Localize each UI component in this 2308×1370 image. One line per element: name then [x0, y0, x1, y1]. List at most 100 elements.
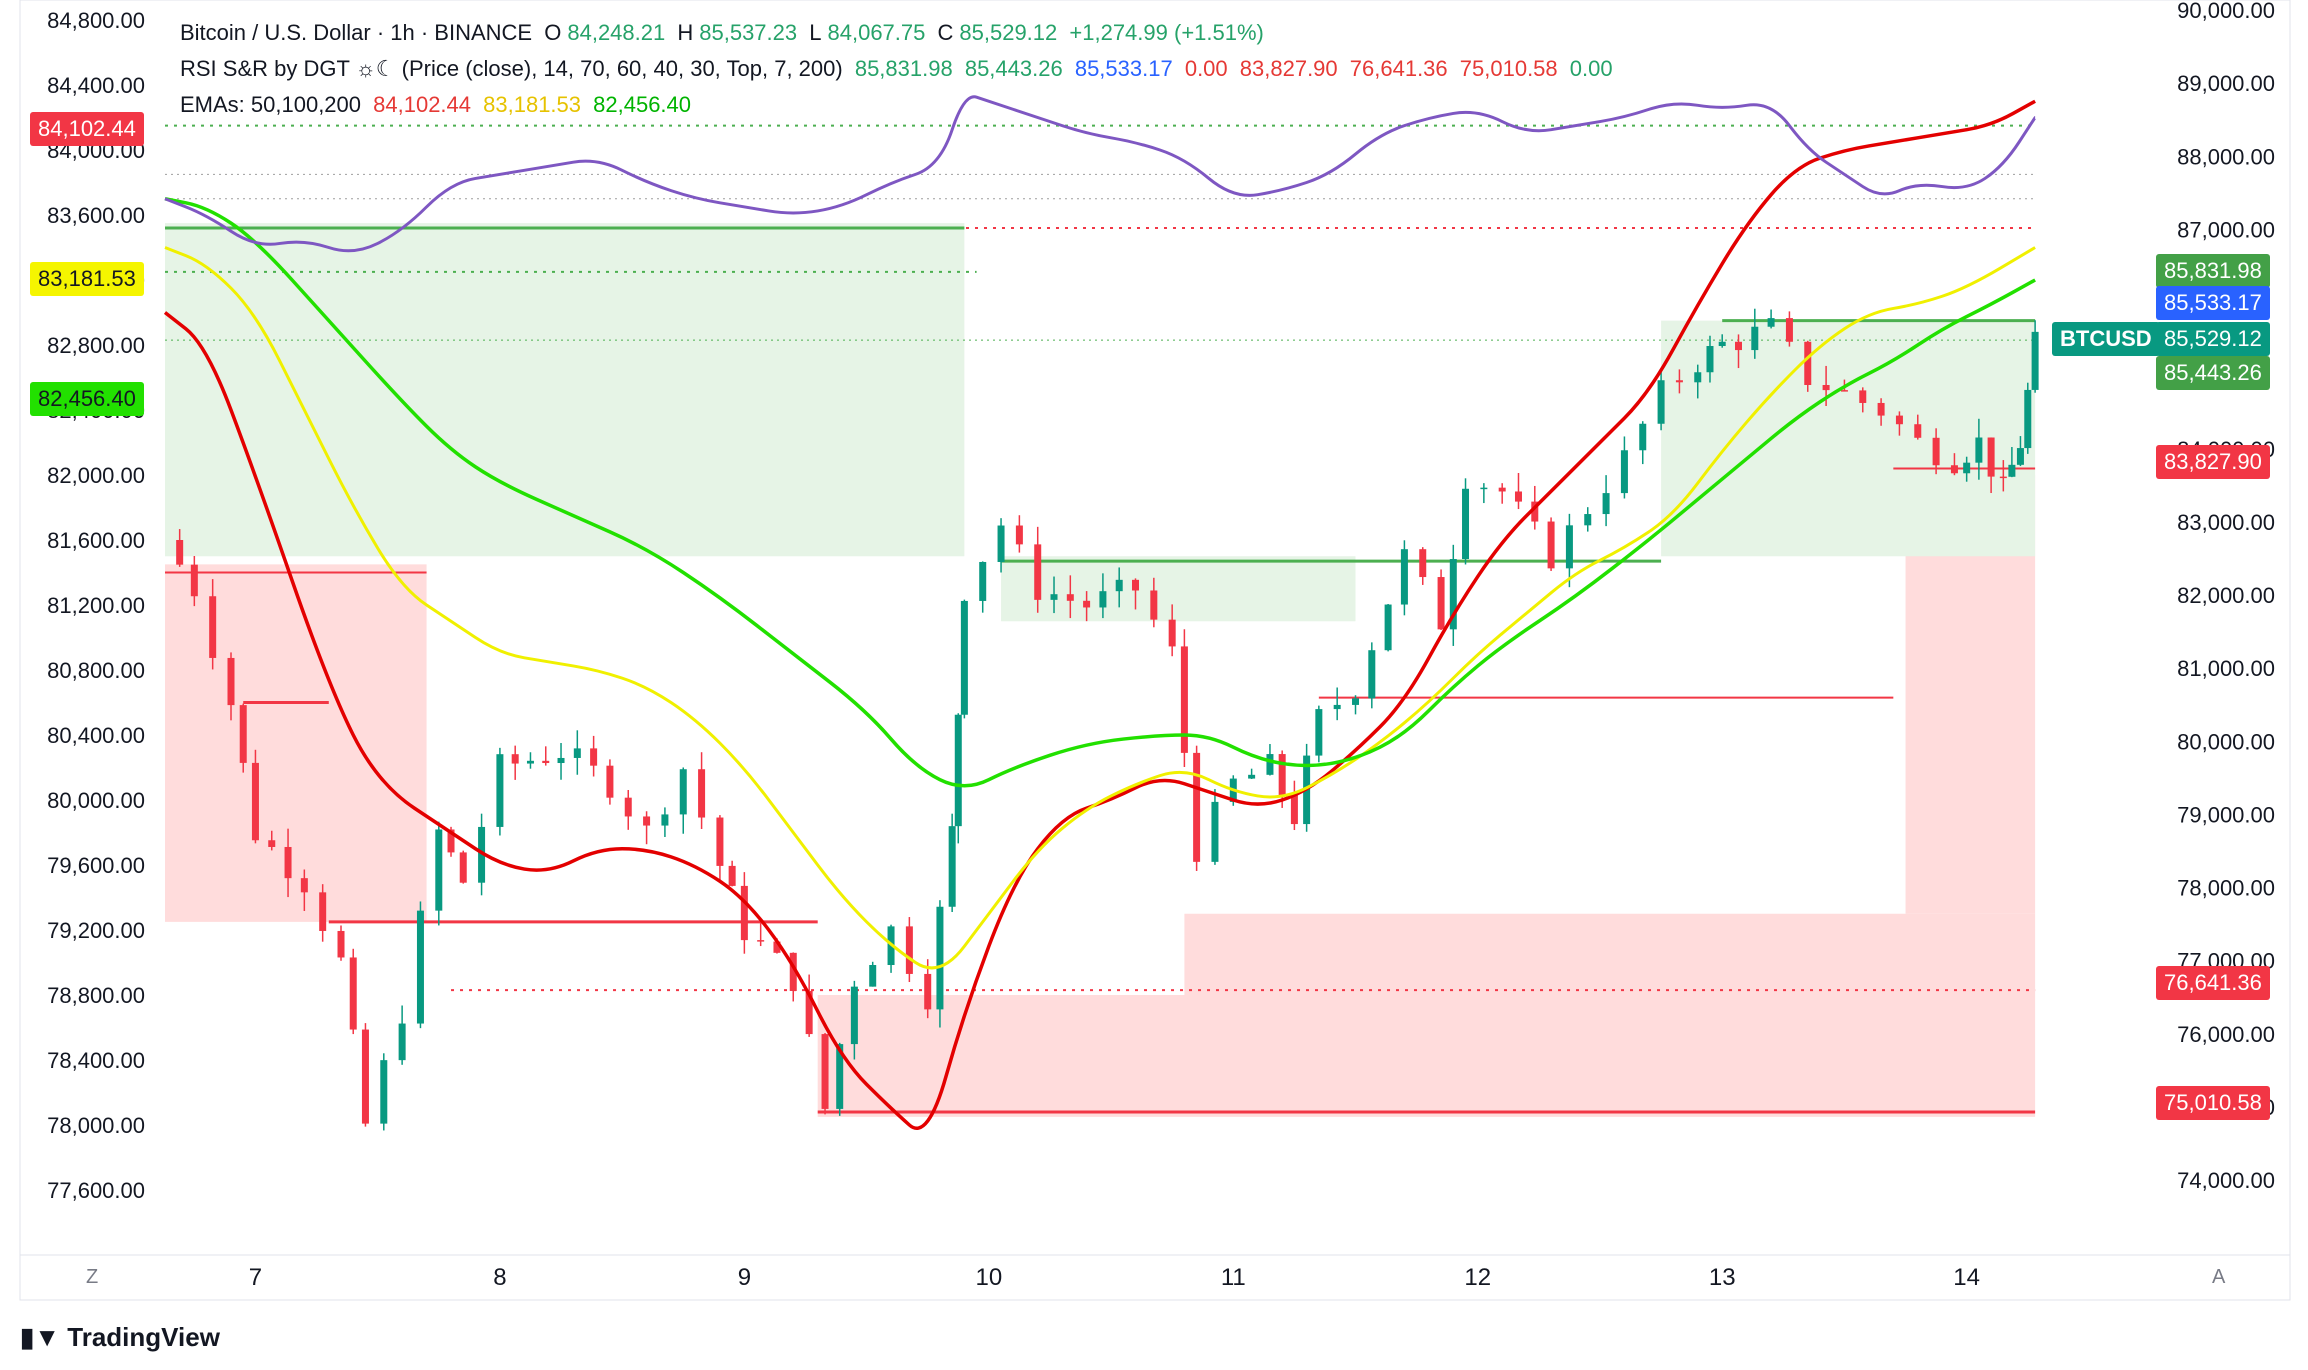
candle-body	[1368, 650, 1376, 699]
candle-body	[2008, 464, 2016, 477]
support-zone	[817, 995, 2036, 1117]
high-value: 85,537.23	[699, 20, 798, 45]
candle-body	[209, 596, 217, 658]
support-zone	[165, 564, 427, 922]
left-tick-label: 84,800.00	[47, 8, 145, 33]
candle-body	[1675, 380, 1683, 383]
right-price-label-support: 83,827.90	[2156, 445, 2270, 479]
left-tick-label: 82,800.00	[47, 333, 145, 358]
rsi-sr-title: RSI S&R by DGT ☼☾ (Price (close), 14, 70…	[180, 56, 843, 81]
candle-body	[960, 600, 968, 715]
candle-body	[496, 754, 504, 827]
close-label: C	[937, 20, 954, 45]
header-line-3: EMAs: 50,100,200 84,102.44 83,181.53 82,…	[180, 92, 697, 118]
candle-body	[526, 760, 534, 764]
candle-body	[459, 852, 467, 883]
candle-body	[300, 878, 308, 893]
tradingview-logo[interactable]: ▮▼ TradingView	[20, 1322, 220, 1352]
candle-body	[227, 657, 235, 706]
candle-body	[1547, 521, 1555, 569]
candle-body	[2031, 331, 2039, 390]
candle-body	[869, 965, 877, 987]
right-price-label-blue: 85,533.17	[2156, 286, 2270, 320]
ema200-left-label: 82,456.40	[30, 382, 144, 416]
candle-body	[1066, 594, 1074, 601]
z-button[interactable]: Z	[86, 1266, 99, 1288]
candle-body	[679, 769, 687, 815]
candle-body	[740, 885, 748, 941]
rsi-v3: 85,533.17	[1074, 56, 1173, 81]
rsi-v2: 85,443.26	[964, 56, 1063, 81]
close-value: 85,529.12	[959, 20, 1058, 45]
candle-body	[380, 1060, 388, 1124]
candle-body	[936, 906, 944, 1010]
candle-body	[850, 986, 858, 1045]
resistance-zone	[1661, 320, 2036, 557]
right-tick-label: 90,000.00	[2177, 0, 2275, 23]
candle-body	[1498, 487, 1506, 492]
candle-body	[1266, 754, 1274, 775]
candle-body	[1480, 487, 1488, 490]
candle-body	[1565, 525, 1573, 569]
candle-body	[1840, 390, 1848, 392]
candle-body	[447, 829, 455, 853]
right-price-label-support: 76,641.36	[2156, 966, 2270, 1000]
x-tick-label: 11	[1221, 1264, 1246, 1291]
candle-body	[606, 765, 614, 798]
left-tick-label: 82,000.00	[47, 463, 145, 488]
candle-body	[1735, 341, 1743, 351]
candle-body	[1822, 384, 1830, 391]
candle-body	[1751, 326, 1759, 351]
right-tick-label: 89,000.00	[2177, 71, 2275, 96]
left-tick-label: 83,600.00	[47, 203, 145, 228]
candles	[176, 308, 2039, 1131]
candle-body	[1694, 372, 1702, 383]
x-tick-label: 9	[738, 1264, 751, 1291]
candle-body	[349, 957, 357, 1030]
candle-body	[624, 797, 632, 817]
right-price-label-support: 75,010.58	[2156, 1086, 2270, 1120]
left-price-axis: 84,800.0084,400.0084,000.0083,600.0083,2…	[47, 8, 145, 1203]
candle-body	[905, 926, 913, 974]
candle-body	[239, 705, 247, 763]
candle-body	[1083, 600, 1091, 608]
open-label: O	[544, 20, 562, 45]
left-tick-label: 80,400.00	[47, 723, 145, 748]
x-tick-label: 10	[975, 1264, 1002, 1291]
candle-body	[1620, 450, 1628, 494]
resistance-zones	[165, 223, 2036, 622]
left-tick-label: 81,200.00	[47, 593, 145, 618]
x-tick-label: 12	[1464, 1264, 1491, 1291]
candle-body	[251, 762, 259, 841]
right-tick-label: 82,000.00	[2177, 583, 2275, 608]
candle-body	[284, 846, 292, 879]
candle-body	[268, 840, 276, 847]
candle-body	[1975, 437, 1983, 463]
auto-scale-button[interactable]: A	[2212, 1266, 2226, 1288]
emas-title: EMAs: 50,100,200	[180, 92, 362, 117]
candle-body	[805, 990, 813, 1035]
candle-body	[1657, 380, 1665, 424]
candle-body	[416, 910, 424, 1024]
candle-body	[1115, 579, 1123, 592]
chart-frame	[19, 0, 2291, 1301]
rsi-v6: 76,641.36	[1349, 56, 1448, 81]
low-value: 84,067.75	[827, 20, 926, 45]
right-tick-label: 79,000.00	[2177, 802, 2275, 827]
ema100-left-label: 83,181.53	[30, 262, 144, 296]
symbol-last-badge: BTCUSD	[2052, 322, 2160, 356]
candle-body	[1877, 402, 1885, 416]
candle-body	[478, 826, 486, 883]
rsi-v1: 85,831.98	[854, 56, 953, 81]
candle-body	[1168, 619, 1176, 647]
candle-body	[435, 829, 443, 911]
candle-body	[1932, 437, 1940, 466]
change-value: +1,274.99 (+1.51%)	[1069, 20, 1264, 45]
candle-body	[1785, 318, 1793, 342]
candle-body	[698, 769, 706, 818]
candle-body	[190, 564, 198, 597]
candle-body	[1718, 341, 1726, 347]
sr-levels	[165, 124, 2036, 1114]
candle-body	[511, 754, 519, 764]
